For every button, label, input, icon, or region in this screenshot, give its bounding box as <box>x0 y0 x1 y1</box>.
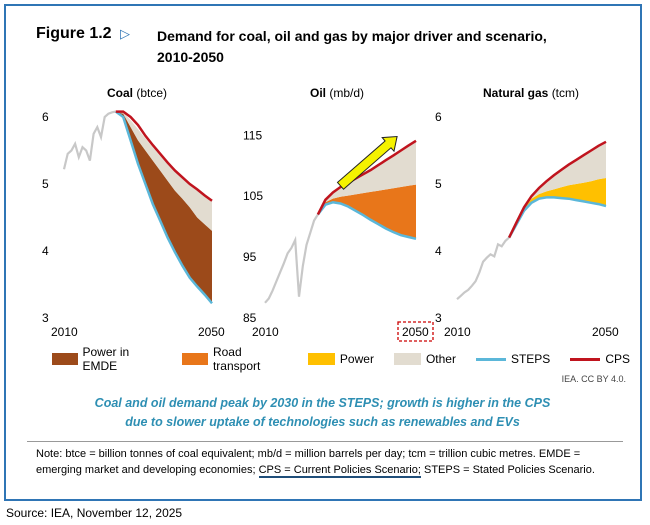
natural-gas-history-line <box>456 236 510 301</box>
figure-title-line1: Demand for coal, oil and gas by major dr… <box>157 28 547 44</box>
note-part1: Note: btce = billion tonnes of coal equi… <box>36 448 581 476</box>
credit: IEA. CC BY 4.0. <box>561 374 626 384</box>
oil-y-tick-label: 105 <box>243 189 263 203</box>
note: Note: btce = billion tonnes of coal equi… <box>36 446 628 478</box>
oil-y-tick-label: 115 <box>243 128 262 142</box>
natural-gas-cps-line <box>507 140 607 239</box>
oil-area-road-transport <box>317 184 416 239</box>
legend-label-cps: CPS <box>605 352 630 366</box>
legend-swatch-power <box>307 353 335 365</box>
gas-title: Natural gas <box>482 86 549 100</box>
legend-swatch-steps <box>475 357 506 361</box>
caption-line2: due to slower uptake of technologies suc… <box>125 415 520 429</box>
coal-y-tick-label: 6 <box>42 110 49 124</box>
legend-item-other: Other <box>393 352 456 366</box>
natural-gas-area-other <box>509 141 606 238</box>
natural-gas-area-power <box>509 178 606 238</box>
oil-title: Oil <box>309 86 326 100</box>
coal-area-other <box>115 111 212 231</box>
oil-x-tick-label: 2050 <box>402 325 429 339</box>
figure-title: Demand for coal, oil and gas by major dr… <box>157 26 627 68</box>
coal-area-power-in-emde <box>115 111 212 304</box>
triangle-right-icon: ▷ <box>120 26 130 41</box>
legend-item-road-transport: Road transport <box>182 345 287 373</box>
legend-swatch-road-transport <box>182 353 208 365</box>
legend-item-cps: CPS <box>570 352 630 366</box>
natural-gas-x-tick-label: 2050 <box>592 325 619 339</box>
oil-unit: (mb/d) <box>329 86 365 100</box>
coal-history-line <box>62 110 117 170</box>
coal-y-tick-label: 4 <box>42 244 49 258</box>
oil-y-tick-label: 95 <box>243 250 257 264</box>
natural-gas-y-tick-label: 4 <box>435 244 442 258</box>
coal-x-tick-label: 2050 <box>198 325 225 339</box>
legend-item-steps: STEPS <box>475 352 551 366</box>
legend-label-steps: STEPS <box>510 352 551 366</box>
oil-cps-line <box>316 139 417 216</box>
note-part2: STEPS = Stated Policies Scenario. <box>423 464 595 476</box>
coal-x-tick-label: 2010 <box>51 325 78 339</box>
natural-gas-y-tick-label: 3 <box>435 311 442 325</box>
legend-swatch-other <box>393 353 421 365</box>
coal-unit: (btce) <box>136 86 168 100</box>
oil-steps-line <box>316 201 417 241</box>
note-divider <box>27 441 623 442</box>
coal-y-tick-label: 3 <box>42 311 49 325</box>
legend: Power in EMDE Road transport Power Other… <box>52 345 650 373</box>
legend-item-power-emde: Power in EMDE <box>52 345 162 373</box>
figure-label: Figure 1.2 <box>36 25 112 42</box>
legend-label-power: Power <box>339 352 374 366</box>
legend-swatch-cps <box>570 357 601 361</box>
oil-trend-arrow <box>336 135 398 190</box>
oil-y-tick-label: 85 <box>243 311 257 325</box>
note-underlined: CPS = Current Policies Scenario; <box>258 464 421 478</box>
legend-swatch-power-emde <box>52 353 78 365</box>
coal-y-tick-label: 5 <box>42 177 49 191</box>
coal-cps-line <box>115 110 213 202</box>
coal-title: Coal <box>106 86 133 100</box>
caption-line1: Coal and oil demand peak by 2030 in the … <box>94 396 551 410</box>
figure-title-line2: 2010-2050 <box>157 49 224 65</box>
legend-label-other: Other <box>425 352 456 366</box>
legend-item-power: Power <box>307 352 374 366</box>
natural-gas-steps-line <box>508 196 607 239</box>
gas-unit: (tcm) <box>551 86 580 100</box>
oil-x-tick-label: 2010 <box>252 325 279 339</box>
source: Source: IEA, November 12, 2025 <box>6 506 183 520</box>
oil-area-other <box>317 140 416 215</box>
natural-gas-y-tick-label: 5 <box>435 177 442 191</box>
figure-frame <box>4 4 642 501</box>
legend-label-power-emde: Power in EMDE <box>82 345 130 373</box>
legend-label-road-transport: Road transport <box>212 345 261 373</box>
coal-steps-line <box>115 110 213 305</box>
oil-panel-title: Oil (mb/d) <box>252 86 422 100</box>
coal-panel-title: Coal (btce) <box>52 86 222 100</box>
gas-panel-title: Natural gas (tcm) <box>446 86 616 100</box>
oil-highlight-box <box>397 321 434 342</box>
oil-history-line <box>264 213 319 304</box>
caption: Coal and oil demand peak by 2030 in the … <box>30 394 615 432</box>
natural-gas-y-tick-label: 6 <box>435 110 442 124</box>
natural-gas-x-tick-label: 2010 <box>444 325 471 339</box>
